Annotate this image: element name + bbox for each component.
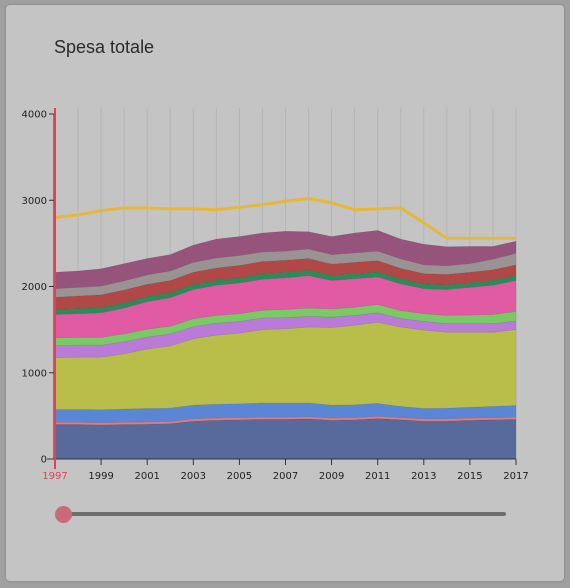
y-tick-label: 2000 <box>22 282 47 293</box>
x-tick-label: 2001 <box>134 471 159 482</box>
x-tick-label: 2017 <box>503 471 528 482</box>
y-tick-label: 4000 <box>22 110 47 121</box>
x-tick-label: 1997 <box>42 471 67 482</box>
year-slider-track[interactable] <box>64 512 506 516</box>
total-line <box>54 197 516 240</box>
x-tick-label: 2005 <box>227 471 252 482</box>
area-series-11 <box>54 230 517 289</box>
x-tick-label: 2011 <box>365 471 390 482</box>
year-slider-thumb[interactable] <box>55 506 72 523</box>
y-tick-label: 3000 <box>22 196 47 207</box>
chart-title: Spesa totale <box>54 37 155 57</box>
x-tick-label: 2015 <box>457 471 482 482</box>
x-tick-label: 2009 <box>319 471 344 482</box>
x-tick-label: 2003 <box>181 471 206 482</box>
x-tick-label: 1999 <box>88 471 113 482</box>
x-tick-label: 2007 <box>273 471 298 482</box>
y-tick-label: 1000 <box>22 368 47 379</box>
y-tick-label: 0 <box>41 455 47 466</box>
x-tick-label: 2013 <box>411 471 436 482</box>
